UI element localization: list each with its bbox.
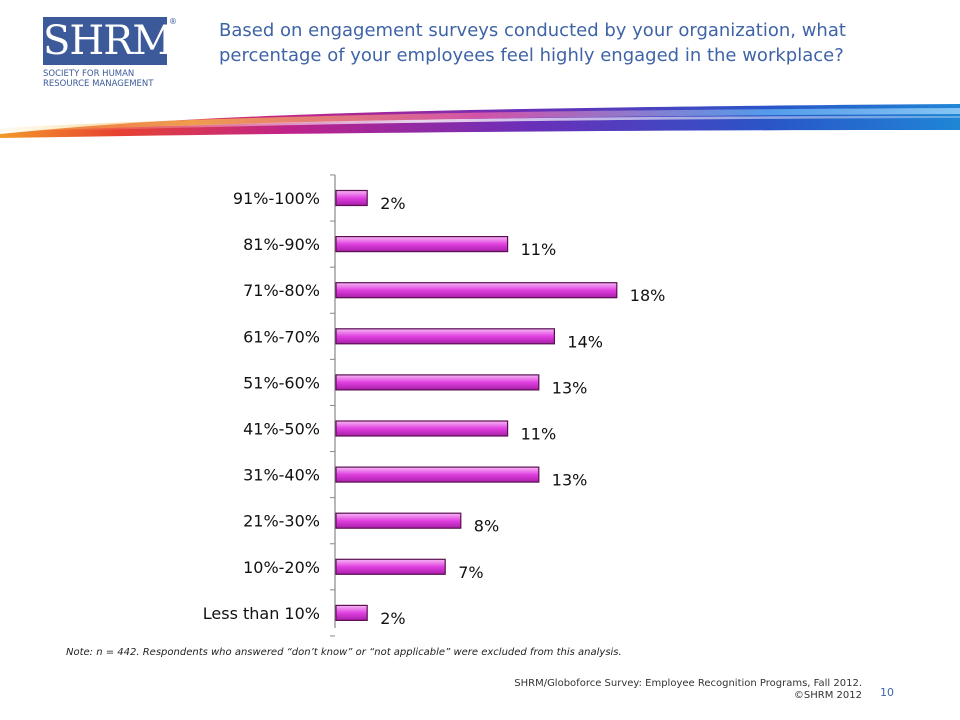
value-label: 8% xyxy=(474,517,499,536)
category-label: 41%-50% xyxy=(243,420,320,439)
category-label: 91%-100% xyxy=(233,189,320,208)
bar xyxy=(335,558,446,575)
category-label: Less than 10% xyxy=(203,604,320,623)
source-line: SHRM/Globoforce Survey: Employee Recogni… xyxy=(514,678,862,689)
bar xyxy=(335,374,540,391)
value-label: 13% xyxy=(552,471,588,490)
page-number: 10 xyxy=(880,686,894,699)
category-label: 51%-60% xyxy=(243,373,320,392)
engagement-bar-chart: 91%-100% 81%-90% 71%-80% 61%-70% 51%-60% 41%-… xyxy=(203,174,666,637)
value-label: 7% xyxy=(458,563,483,582)
value-label: 11% xyxy=(521,240,557,259)
bar xyxy=(335,328,555,345)
shrm-logo: SHRM ® SOCIETY FOR HUMAN RESOURCE MANAGE… xyxy=(43,17,177,97)
category-label: 81%-90% xyxy=(243,235,320,254)
registered-mark: ® xyxy=(169,17,177,26)
value-label: 14% xyxy=(567,332,603,351)
value-label: 11% xyxy=(521,425,557,444)
value-label: 2% xyxy=(380,609,405,628)
analysis-note: Note: n = 442. Respondents who answered … xyxy=(66,647,622,658)
category-label: 31%-40% xyxy=(243,466,320,485)
bar xyxy=(335,420,509,437)
bar xyxy=(335,466,540,483)
bar xyxy=(335,512,462,529)
bar xyxy=(335,235,509,253)
bar xyxy=(335,282,618,299)
decorative-ribbon xyxy=(0,104,960,138)
category-label: 61%-70% xyxy=(243,327,320,346)
category-label: 21%-30% xyxy=(243,512,320,531)
value-label: 18% xyxy=(630,286,666,305)
logo-mark: SHRM xyxy=(43,17,173,65)
bar xyxy=(335,604,368,621)
logo-subtitle: SOCIETY FOR HUMAN RESOURCE MANAGEMENT xyxy=(43,69,154,89)
source-citation: SHRM/Globoforce Survey: Employee Recogni… xyxy=(514,678,862,702)
slide-title: Based on engagement surveys conducted by… xyxy=(219,20,846,66)
category-label: 71%-80% xyxy=(243,281,320,300)
copyright-line: ©SHRM 2012 xyxy=(793,690,862,701)
value-label: 13% xyxy=(552,378,588,397)
category-label: 10%-20% xyxy=(243,558,320,577)
value-label: 2% xyxy=(380,194,405,213)
bar xyxy=(335,189,368,207)
